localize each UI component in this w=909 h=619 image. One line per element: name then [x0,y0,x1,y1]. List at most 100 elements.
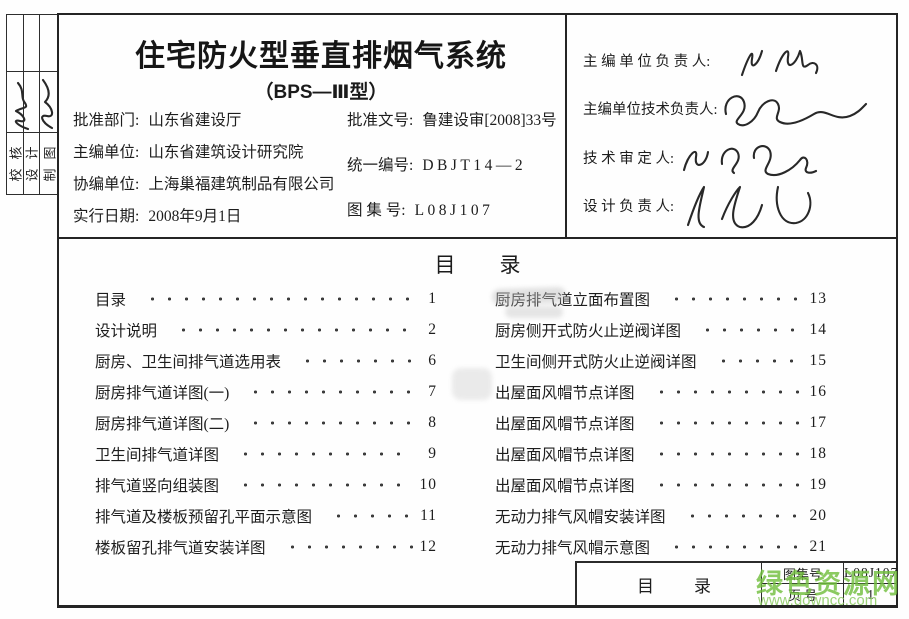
page-subtitle: （BPS—Ⅲ型） [254,82,388,103]
sign-row-tech-reviewer: 技 术 审 定 人: [583,134,893,180]
toc-entry-page: 21 [809,537,827,555]
watermark-site-name: 绿色资源网 [756,569,901,599]
toc-entry-page: 18 [809,444,827,462]
signature-block: 主 编 单 位 负 责 人: 主编单位技术负责人: 技 术 审 定 人: [583,37,893,229]
toc-entry: 厨房侧开式防火止逆阀详图 14 [495,314,827,345]
toc-entry-title: 卫生间侧开式防火止逆阀详图 [495,353,697,371]
field-approval-number: 批准文号: 鲁建设审[2008]33号 [347,108,557,130]
toc-column-right: 厨房排气道立面布置图 13 厨房侧开式防火止逆阀详图 14 卫生间侧开式防火止逆阀详… [495,283,827,562]
page-number-label: 页 号 [762,584,844,605]
toc-entry: 厨房排气道详图(一) 7 [95,376,437,407]
dot-leader [708,354,803,367]
dot-leader [677,509,803,522]
dot-leader [646,385,803,398]
field-chief-editor-unit: 主编单位: 山东省建筑设计研究院 [73,140,334,162]
dot-leader [662,292,803,305]
toc-entry: 出屋面风帽节点详图 17 [495,407,827,438]
toc-entry: 无动力排气风帽安装详图 20 [495,500,827,531]
field-label: 图 集 号: [347,202,406,219]
drawing-frame: 住宅防火型垂直排烟气系统 （BPS—Ⅲ型） 批准部门: 山东省建设厅 主编单位: 山… [57,13,899,608]
toc-entry: 楼板留孔排气道安装详图 12 [95,531,437,562]
strip-cell [23,15,41,72]
toc-entry: 排气道竖向组装图 10 [95,469,437,500]
toc-entry-title: 楼板留孔排气道安装详图 [95,539,266,557]
dot-leader [169,323,413,336]
toc-entry-page: 1 [428,289,437,307]
toc-entry-title: 排气道及楼板预留孔平面示意图 [95,508,313,526]
scan-smudge [505,306,563,318]
toc-entry: 目录 1 [95,283,437,314]
toc-entry-page: 15 [809,351,827,369]
toc-entry-page: 13 [809,289,827,307]
field-label: 协编单位: [73,176,140,193]
scan-smudge [491,286,567,306]
toc-entry: 出屋面风帽节点详图 19 [495,469,827,500]
field-value: L08J107 [414,202,494,219]
toc-entry-title: 卫生间排气道详图 [95,446,220,464]
strip-signature-cell [7,72,24,133]
dot-leader [693,323,803,336]
footer-sheet-title: 目 录 [577,563,761,605]
sign-label: 主编单位技术负责人: [583,102,718,119]
title-block: 住宅防火型垂直排烟气系统 （BPS—Ⅲ型） 批准部门: 山东省建设厅 主编单位: 山… [59,15,896,239]
dot-leader [231,447,413,460]
atlas-number-label: 图集号 [762,563,844,584]
toc-entry-page: 9 [428,444,437,462]
toc-entry-page: 17 [809,413,827,431]
toc-entry-title: 厨房侧开式防火止逆阀详图 [495,322,682,340]
toc-entry: 厨房排气道立面布置图 13 [495,283,827,314]
toc-entry: 卫生间排气道详图 9 [95,438,437,469]
field-value: 上海巢福建筑制品有限公司 [148,176,335,193]
field-label: 实行日期: [73,208,140,225]
strip-role-design: 设计 [24,133,41,194]
dot-leader [138,292,413,305]
dot-leader [662,540,803,553]
dot-leader [277,540,413,553]
toc-entry: 出屋面风帽节点详图 16 [495,376,827,407]
toc-entry-page: 12 [419,537,437,555]
toc-entry-title: 出屋面风帽节点详图 [495,415,635,433]
signature-scribble-icon [682,145,818,177]
toc-column-left: 目录 1 设计说明 2 厨房、卫生间排气道选用表 6 厨房排气道详图(一) 7 厨房排气… [95,283,437,562]
dot-leader [646,416,803,429]
toc-entry: 厨房、卫生间排气道选用表 6 [95,345,437,376]
toc-entry-title: 厨房、卫生间排气道选用表 [95,353,282,371]
strip-role-draft: 制图 [40,133,57,194]
strip-signature-cell [40,72,57,133]
toc-entry: 排气道及楼板预留孔平面示意图 11 [95,500,437,531]
field-label: 批准部门: [73,112,140,129]
strip-cell [40,15,57,72]
field-value: 山东省建设厅 [148,112,242,129]
field-label: 批准文号: [347,112,414,129]
title-block-side-strip: 校核 设计 制图 [6,14,58,195]
footer-title-char: 目 [637,576,654,596]
toc-heading-char: 目 [434,253,456,277]
field-value: 鲁建设审[2008]33号 [422,112,557,129]
toc-entry-page: 16 [809,382,827,400]
field-effective-date: 实行日期: 2008年9月1日 [73,204,334,226]
strip-cell [7,15,24,72]
sign-label: 主 编 单 位 负 责 人: [583,53,711,70]
strip-role-check: 校核 [7,133,24,194]
scan-smudge [452,368,492,400]
toc-entry-title: 目录 [95,291,127,309]
toc-entry-title: 排气道竖向组装图 [95,477,220,495]
toc-entry-title: 出屋面风帽节点详图 [495,446,635,464]
toc-entry-page: 20 [809,506,827,524]
sign-row-chief-unit-tech-head: 主编单位技术负责人: [583,86,893,132]
toc-entry-page: 19 [809,475,827,493]
atlas-number-value: L08J107 [844,563,899,584]
signature-scribble-icon [723,94,867,126]
field-value: 2008年9月1日 [148,208,242,225]
toc-entry-title: 厨房排气道详图(一) [95,384,230,402]
footer-title-char: 录 [694,576,711,596]
field-approving-dept: 批准部门: 山东省建设厅 [73,108,334,130]
toc-entry-title: 设计说明 [95,322,158,340]
field-label: 统一编号: [347,157,414,174]
toc-entry: 出屋面风帽节点详图 18 [495,438,827,469]
toc-entry-title: 无动力排气风帽安装详图 [495,508,666,526]
dot-leader [231,478,413,491]
page-title: 住宅防火型垂直排烟气系统 [135,40,507,73]
field-label: 主编单位: [73,144,140,161]
